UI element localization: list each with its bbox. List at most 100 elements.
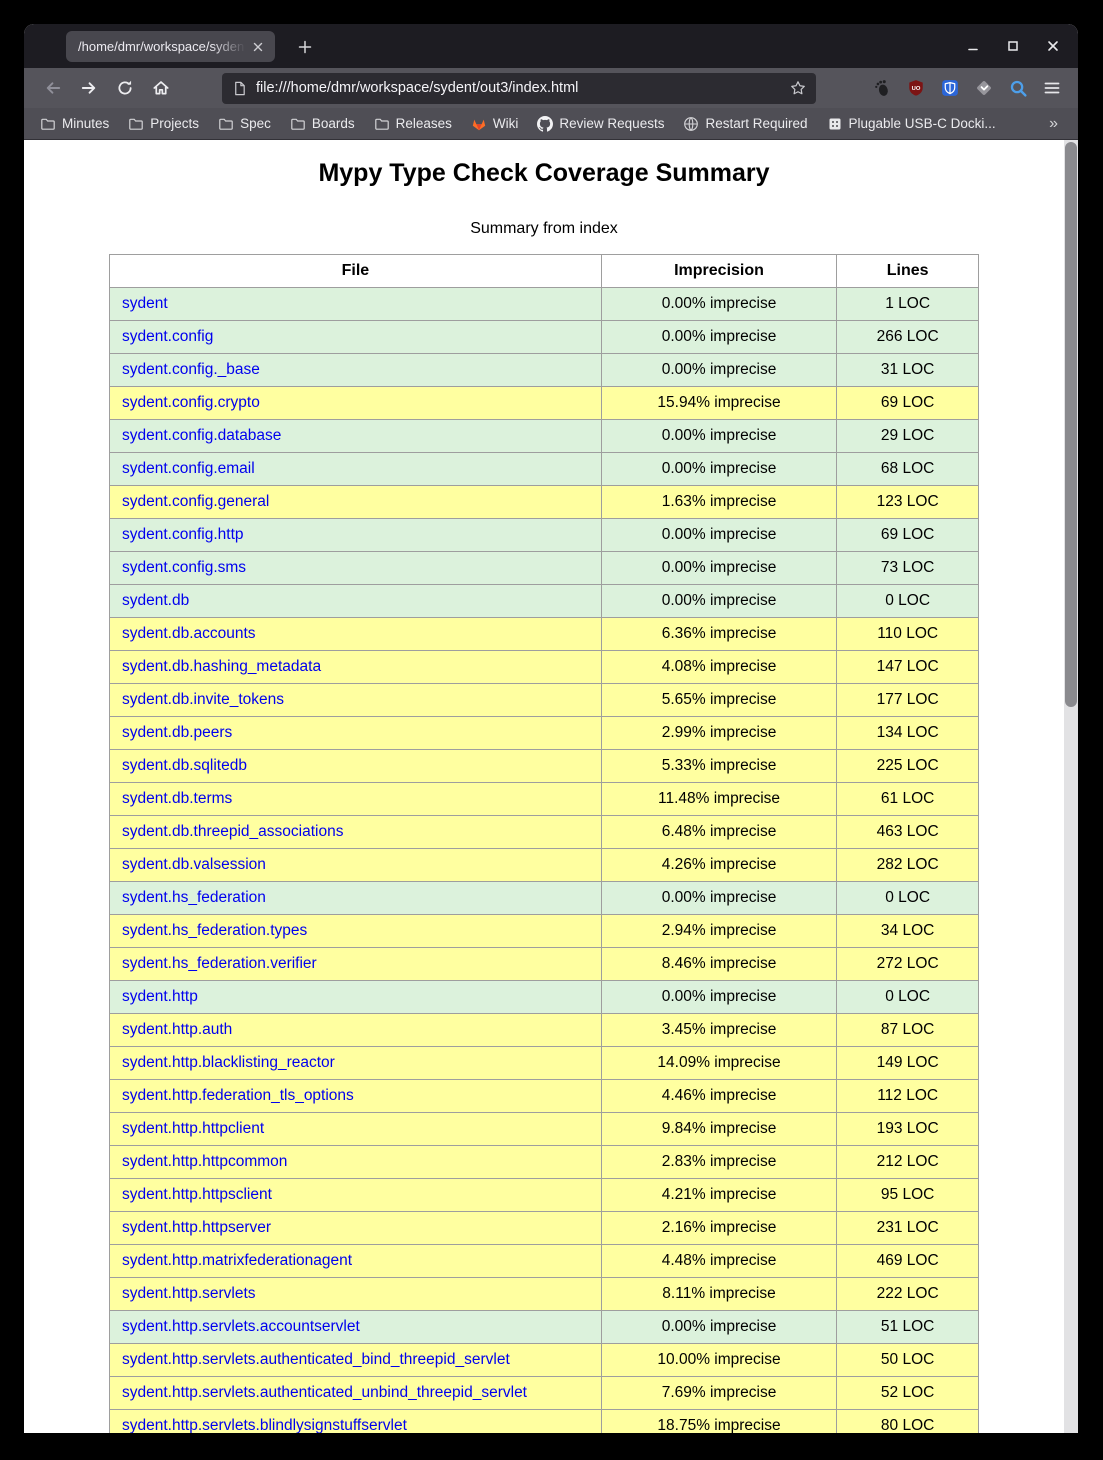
file-link[interactable]: sydent.config.sms — [122, 559, 247, 576]
file-link[interactable]: sydent.http.httpsclient — [122, 1186, 272, 1203]
browser-tab[interactable]: /home/dmr/workspace/syden — [66, 31, 275, 62]
file-link[interactable]: sydent.http.httpcommon — [122, 1153, 288, 1170]
file-link[interactable]: sydent.config — [122, 328, 214, 345]
file-link[interactable]: sydent.config._base — [122, 361, 260, 378]
search-icon[interactable] — [1004, 74, 1032, 102]
gnome-foot-icon[interactable] — [868, 74, 896, 102]
file-link[interactable]: sydent.http.httpserver — [122, 1219, 272, 1236]
file-link[interactable]: sydent.http.blacklisting_reactor — [122, 1054, 335, 1071]
lines-cell: 1 LOC — [836, 287, 979, 321]
tab-bar: /home/dmr/workspace/syden — [24, 24, 1078, 68]
bookmark-item-minutes[interactable]: Minutes — [40, 116, 109, 132]
file-link[interactable]: sydent.http — [122, 988, 198, 1005]
bookmark-item-boards[interactable]: Boards — [290, 116, 355, 132]
file-link[interactable]: sydent.db.invite_tokens — [122, 691, 284, 708]
bookmark-item-plugable-usb-c-docki[interactable]: Plugable USB-C Docki... — [827, 116, 996, 132]
lines-cell: 95 LOC — [836, 1178, 979, 1212]
page-title: Mypy Type Check Coverage Summary — [318, 159, 770, 187]
page-icon[interactable] — [232, 81, 247, 96]
lines-cell: 0 LOC — [836, 980, 979, 1014]
file-link[interactable]: sydent.db.valsession — [122, 856, 266, 873]
diamond-extension-icon[interactable] — [970, 74, 998, 102]
hamburger-menu-icon[interactable] — [1038, 74, 1066, 102]
file-link[interactable]: sydent.http.httpclient — [122, 1120, 265, 1137]
table-row: sydent.http.httpserver 2.16% imprecise 2… — [109, 1211, 979, 1245]
bookmark-item-review-requests[interactable]: Review Requests — [537, 115, 664, 132]
bookmark-item-wiki[interactable]: Wiki — [471, 116, 518, 132]
file-link[interactable]: sydent.db.accounts — [122, 625, 256, 642]
lines-cell: 177 LOC — [836, 683, 979, 717]
imprecision-cell: 1.63% imprecise — [600, 485, 838, 519]
bookmark-item-releases[interactable]: Releases — [374, 116, 452, 132]
file-link[interactable]: sydent.http.federation_tls_options — [122, 1087, 354, 1104]
new-tab-button[interactable] — [292, 34, 318, 60]
imprecision-cell: 4.21% imprecise — [600, 1178, 838, 1212]
lines-cell: 29 LOC — [836, 419, 979, 453]
lines-cell: 50 LOC — [836, 1343, 979, 1377]
table-row: sydent.http.blacklisting_reactor 14.09% … — [109, 1046, 979, 1080]
file-link[interactable]: sydent.hs_federation.verifier — [122, 955, 317, 972]
imprecision-cell: 0.00% imprecise — [600, 287, 838, 321]
file-link[interactable]: sydent.config.crypto — [122, 394, 260, 411]
file-link[interactable]: sydent — [122, 295, 168, 312]
lines-cell: 0 LOC — [836, 584, 979, 618]
file-link[interactable]: sydent.http.servlets.authenticated_bind_… — [122, 1351, 510, 1368]
refresh-button[interactable] — [110, 73, 140, 103]
imprecision-cell: 5.65% imprecise — [600, 683, 838, 717]
forward-button[interactable] — [74, 73, 104, 103]
file-link[interactable]: sydent.db — [122, 592, 190, 609]
file-link[interactable]: sydent.http.servlets — [122, 1285, 256, 1302]
browser-window: /home/dmr/workspace/syden — [24, 24, 1078, 1433]
back-button[interactable] — [38, 73, 68, 103]
file-link[interactable]: sydent.config.email — [122, 460, 255, 477]
url-bar[interactable]: file:///home/dmr/workspace/sydent/out3/i… — [222, 72, 816, 104]
maximize-button[interactable] — [1004, 37, 1022, 55]
file-link[interactable]: sydent.hs_federation — [122, 889, 266, 906]
file-link[interactable]: sydent.hs_federation.types — [122, 922, 308, 939]
file-link[interactable]: sydent.http.auth — [122, 1021, 233, 1038]
home-button[interactable] — [146, 73, 176, 103]
tab-close-icon[interactable] — [249, 38, 267, 56]
file-link[interactable]: sydent.db.hashing_metadata — [122, 658, 322, 675]
file-link[interactable]: sydent.db.sqlitedb — [122, 757, 247, 774]
scrollbar-track[interactable] — [1064, 140, 1078, 1433]
bookmark-item-spec[interactable]: Spec — [218, 116, 271, 132]
file-link[interactable]: sydent.config.http — [122, 526, 244, 543]
table-row: sydent.config.sms 0.00% imprecise 73 LOC — [109, 551, 979, 585]
minimize-button[interactable] — [964, 37, 982, 55]
imprecision-cell: 7.69% imprecise — [600, 1376, 838, 1410]
lines-cell: 34 LOC — [836, 914, 979, 948]
ublock-origin-icon[interactable]: UO — [902, 74, 930, 102]
lines-cell: 73 LOC — [836, 551, 979, 585]
file-link[interactable]: sydent.http.servlets.authenticated_unbin… — [122, 1384, 527, 1401]
lines-cell: 469 LOC — [836, 1244, 979, 1278]
close-button[interactable] — [1044, 37, 1062, 55]
file-link[interactable]: sydent.http.matrixfederationagent — [122, 1252, 353, 1269]
bookmark-item-restart-required[interactable]: Restart Required — [683, 116, 808, 132]
file-link[interactable]: sydent.config.database — [122, 427, 282, 444]
lines-cell: 31 LOC — [836, 353, 979, 387]
imprecision-cell: 0.00% imprecise — [600, 353, 838, 387]
tab-title: /home/dmr/workspace/syden — [78, 39, 245, 54]
scrollbar-thumb[interactable] — [1065, 142, 1077, 707]
imprecision-cell: 2.94% imprecise — [600, 914, 838, 948]
bookmark-item-projects[interactable]: Projects — [128, 116, 199, 132]
table-row: sydent.db.threepid_associations 6.48% im… — [109, 815, 979, 849]
page-content: Mypy Type Check Coverage Summary Summary… — [24, 140, 1078, 1433]
table-row: sydent.config.email 0.00% imprecise 68 L… — [109, 452, 979, 486]
table-row: sydent.http.servlets.authenticated_bind_… — [109, 1343, 979, 1377]
bookmarks-overflow-chevron-icon[interactable]: » — [1049, 114, 1058, 132]
lines-cell: 61 LOC — [836, 782, 979, 816]
table-row: sydent.db.peers 2.99% imprecise 134 LOC — [109, 716, 979, 750]
lines-cell: 52 LOC — [836, 1376, 979, 1410]
file-link[interactable]: sydent.config.general — [122, 493, 270, 510]
file-link[interactable]: sydent.http.servlets.blindlysignstuffser… — [122, 1417, 407, 1433]
table-row: sydent.http.servlets.authenticated_unbin… — [109, 1376, 979, 1410]
imprecision-cell: 8.46% imprecise — [600, 947, 838, 981]
file-link[interactable]: sydent.db.threepid_associations — [122, 823, 344, 840]
file-link[interactable]: sydent.http.servlets.accountservlet — [122, 1318, 360, 1335]
bitwarden-icon[interactable] — [936, 74, 964, 102]
file-link[interactable]: sydent.db.terms — [122, 790, 233, 807]
bookmark-star-icon[interactable] — [790, 80, 806, 96]
file-link[interactable]: sydent.db.peers — [122, 724, 233, 741]
